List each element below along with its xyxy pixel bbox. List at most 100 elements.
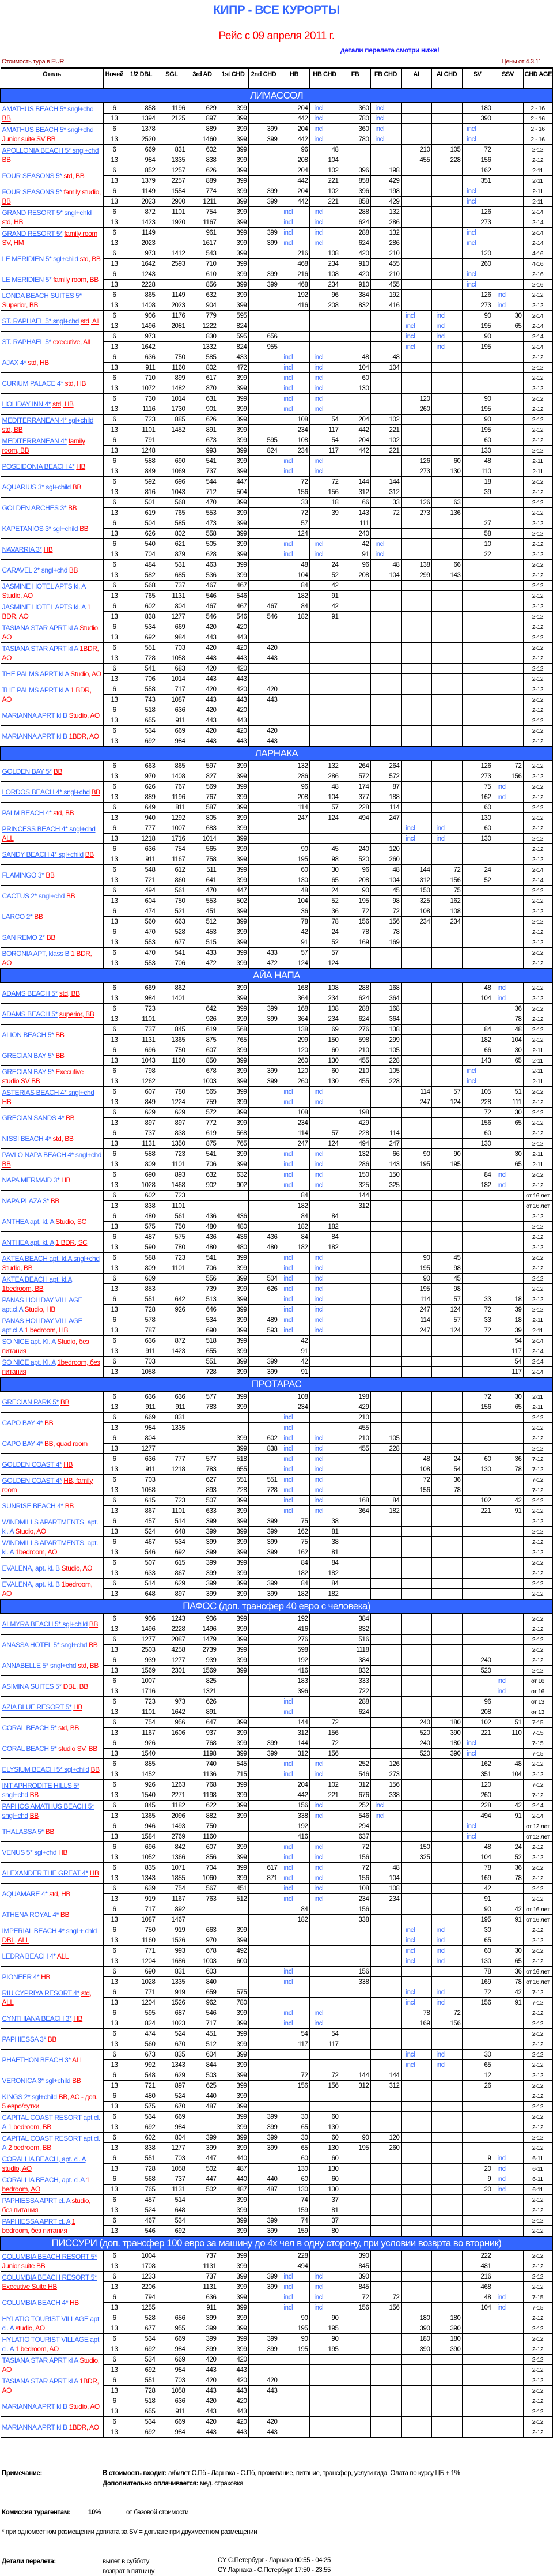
hotel-name-cell[interactable]: ADAMS BEACH 5* superior, BB — [0, 1003, 104, 1025]
hotel-name-cell[interactable]: LE MERIDIEN 5* family room, BB — [0, 269, 104, 290]
hotel-name[interactable]: CAPO BAY 4* — [2, 1439, 43, 1448]
hotel-name-cell[interactable]: VERONICA 3* sgl+child BB — [0, 2070, 104, 2091]
hotel-name[interactable]: ADAMS BEACH 5* — [2, 989, 58, 997]
hotel-room-board[interactable]: std, BB — [52, 1134, 74, 1143]
hotel-name-cell[interactable]: CORALLIA BEACH, apt. cl.A 1 bedroom, AO — [0, 2174, 104, 2195]
hotel-name[interactable]: POSEIDONIA BEACH 4* — [2, 462, 75, 470]
hotel-room-board[interactable]: BB — [29, 1811, 39, 1820]
hotel-name-cell[interactable]: MEDITERRANEAN 4* sgl+child std, BB — [0, 414, 104, 435]
hotel-name[interactable]: CYNTHIANA BEACH 3* — [2, 2014, 72, 2023]
hotel-name-cell[interactable]: PAVLO NAPA BEACH 4* sngl+chd BB — [0, 1148, 104, 1170]
hotel-room-board[interactable]: BB — [68, 503, 77, 512]
hotel-name[interactable]: CORALLIA BEACH, apt. cl.A — [2, 2175, 85, 2184]
hotel-name[interactable]: PALM BEACH 4* — [2, 808, 52, 817]
hotel-name[interactable]: SANDY BEACH 4* sgl+child — [2, 850, 84, 858]
hotel-room-board[interactable]: family room, BB — [2, 436, 86, 454]
hotel-room-board[interactable]: 1bedroom, без питания — [2, 1358, 100, 1376]
hotel-name[interactable]: ELYSIUM BEACH 5* sgl+child — [2, 1765, 90, 1773]
hotel-room-board[interactable]: std, All — [80, 317, 100, 325]
hotel-name[interactable]: PAPHOS AMATHUS BEACH 5* sngl+chd — [2, 1802, 94, 1820]
hotel-name[interactable]: COLUMBIA BEACH RESORT 5* — [2, 2252, 97, 2261]
hotel-name[interactable]: GOLDEN COAST 4* — [2, 1460, 62, 1468]
hotel-name-cell[interactable]: ST. RAPHAEL 5* sngl+chd std, All — [0, 310, 104, 332]
hotel-name[interactable]: APOLLONIA BEACH 5* sngl+chd — [2, 146, 99, 155]
hotel-room-board[interactable]: 1 bedroom, без питания — [2, 2217, 76, 2235]
hotel-name[interactable]: HOLIDAY INN 4* — [2, 400, 51, 408]
hotel-room-board[interactable]: ALL — [72, 2055, 84, 2064]
hotel-room-board[interactable]: HB — [76, 462, 86, 470]
hotel-room-board[interactable]: HB — [70, 2298, 79, 2307]
hotel-name-cell[interactable]: RIU CYPRIYA RESORT 4* std, ALL — [0, 1987, 104, 2008]
hotel-name-cell[interactable]: AKTEA BEACH apt. kl.A sngl+chd Studio, B… — [0, 1252, 104, 1274]
hotel-room-board[interactable]: BB — [2, 1159, 12, 1168]
hotel-name-cell[interactable]: PAPHIESSA APRT cl. A studio, без питания — [0, 2194, 104, 2216]
hotel-name-cell[interactable]: SO NICE apt. Kl. A Studio, без питания — [0, 1335, 104, 1357]
hotel-room-board[interactable]: Executive studio SV BB — [2, 1067, 84, 1085]
hotel-name[interactable]: PAVLO NAPA BEACH 4* sngl+chd — [2, 1150, 102, 1159]
hotel-name-cell[interactable]: ANNABELLE 5* sngl+chd std, BB — [0, 1655, 104, 1676]
hotel-name[interactable]: NAPA PLAZA 3* — [2, 1196, 50, 1205]
hotel-name[interactable]: AZIA BLUE RESORT 5* — [2, 1703, 72, 1711]
hotel-room-board[interactable]: std, BB — [59, 989, 80, 997]
hotel-name[interactable]: SO NICE apt. Kl. A — [2, 1337, 56, 1346]
hotel-name-cell[interactable]: GRECIAN SANDS 4* BB — [0, 1107, 104, 1128]
hotel-room-board[interactable]: Studio, BB — [2, 1263, 33, 1272]
hotel-name-cell[interactable]: LORDOS BEACH 4* sngl+chd BB — [0, 781, 104, 803]
hotel-name[interactable]: GOLDEN ARCHES 3* — [2, 503, 67, 512]
hotel-name[interactable]: LONDA BEACH SUITES 5* — [2, 291, 82, 300]
hotel-room-board[interactable]: std, BB — [78, 1661, 99, 1670]
hotel-name[interactable]: CORAL BEACH 5* — [2, 1744, 57, 1753]
hotel-name-cell[interactable]: ALMYRA BEACH 5* sgl+child BB — [0, 1613, 104, 1635]
hotel-room-board[interactable]: BB — [29, 1790, 39, 1799]
hotel-room-board[interactable]: family room, BB — [53, 275, 99, 284]
hotel-room-board[interactable]: BB — [90, 1765, 100, 1773]
hotel-name-cell[interactable]: APOLLONIA BEACH 5* sngl+chd BB — [0, 144, 104, 165]
hotel-name[interactable]: AMATHUS BEACH 5* sngl+chd — [2, 125, 94, 134]
hotel-name-cell[interactable]: AKTEA BEACH apt. kl.A 1bedroom, BB — [0, 1273, 104, 1294]
hotel-name[interactable]: SO NICE apt. Kl. A — [2, 1358, 56, 1366]
hotel-name[interactable]: ANNABELLE 5* sngl+chd — [2, 1661, 77, 1670]
hotel-name-cell[interactable]: AZIA BLUE RESORT 5* HB — [0, 1696, 104, 1718]
hotel-name-cell[interactable]: SO NICE apt. Kl. A 1bedroom, без питания — [0, 1356, 104, 1378]
hotel-room-board[interactable]: studio, AO — [2, 2164, 32, 2172]
hotel-room-board[interactable]: BB — [34, 912, 43, 921]
hotel-name[interactable]: ANTHEA apt. kl. A — [2, 1238, 54, 1246]
hotel-room-board[interactable]: BB — [65, 1501, 74, 1510]
hotel-room-board[interactable]: Studio, SC — [55, 1217, 86, 1226]
hotel-name[interactable]: KAPETANIOS 3* sgl+child — [2, 524, 78, 533]
hotel-name[interactable]: ATHENA ROYAL 4* — [2, 1910, 59, 1919]
hotel-name[interactable]: CORALLIA BEACH, apt. cl. A — [2, 2155, 86, 2163]
hotel-room-board[interactable]: std, BB — [63, 171, 85, 180]
hotel-name-cell[interactable]: PRINCESS BEACH 4* sngl+chd ALL — [0, 823, 104, 844]
hotel-name[interactable]: GRECIAN SANDS 4* — [2, 1113, 65, 1122]
hotel-name-cell[interactable]: ST. RAPHAEL 5* executive, All — [0, 331, 104, 352]
hotel-name-cell[interactable]: LONDA BEACH SUITES 5* Superior, BB — [0, 289, 104, 311]
hotel-room-board[interactable]: BB — [79, 524, 89, 533]
hotel-name[interactable]: RIU CYPRIYA RESORT 4* — [2, 1989, 80, 1997]
hotel-name[interactable]: AMATHUS BEACH 5* sngl+chd — [2, 104, 94, 113]
hotel-name-cell[interactable]: HOLIDAY INN 4* std, HB — [0, 393, 104, 415]
hotel-room-board[interactable]: BB — [60, 1910, 70, 1919]
hotel-name[interactable]: CORAL BEACH 5* — [2, 1723, 57, 1732]
hotel-name-cell[interactable]: PALM BEACH 4* std, BB — [0, 802, 104, 823]
hotel-room-board[interactable]: BB — [91, 788, 101, 796]
hotel-room-board[interactable]: studio SV, BB — [58, 1744, 97, 1753]
hotel-room-board[interactable]: BB — [53, 767, 63, 775]
hotel-name[interactable]: INT APHRODITE HILLS 5* sngl+chd — [2, 1781, 80, 1799]
hotel-name-cell[interactable]: ASTERIAS BEACH 4* sngl+chd HB — [0, 1086, 104, 1108]
hotel-room-board[interactable]: std, ALL — [2, 1989, 92, 2006]
hotel-name-cell[interactable]: CORAL BEACH 5* std, BB — [0, 1717, 104, 1738]
hotel-name-cell[interactable]: CACTUS 2* sngl+chd BB — [0, 885, 104, 906]
hotel-room-board[interactable]: BB — [44, 1418, 54, 1427]
hotel-name[interactable]: ST. RAPHAEL 5* sngl+chd — [2, 317, 79, 325]
hotel-room-board[interactable]: BB — [50, 1196, 60, 1205]
hotel-name-cell[interactable]: ATHENA ROYAL 4* BB — [0, 1904, 104, 1925]
hotel-room-board[interactable]: HB — [63, 1460, 73, 1468]
hotel-room-board[interactable]: std, HB — [2, 217, 24, 226]
hotel-name-cell[interactable]: CAPO BAY 4* BB — [0, 1412, 104, 1433]
hotel-room-board[interactable]: Superior, BB — [2, 300, 39, 309]
hotel-room-board[interactable]: DBL, ALL — [2, 1935, 30, 1944]
hotel-name[interactable]: ALION BEACH 5* — [2, 1030, 54, 1039]
hotel-name[interactable]: PIONEER 4* — [2, 1972, 40, 1981]
hotel-name[interactable]: GOLDEN COAST 4* — [2, 1476, 62, 1485]
